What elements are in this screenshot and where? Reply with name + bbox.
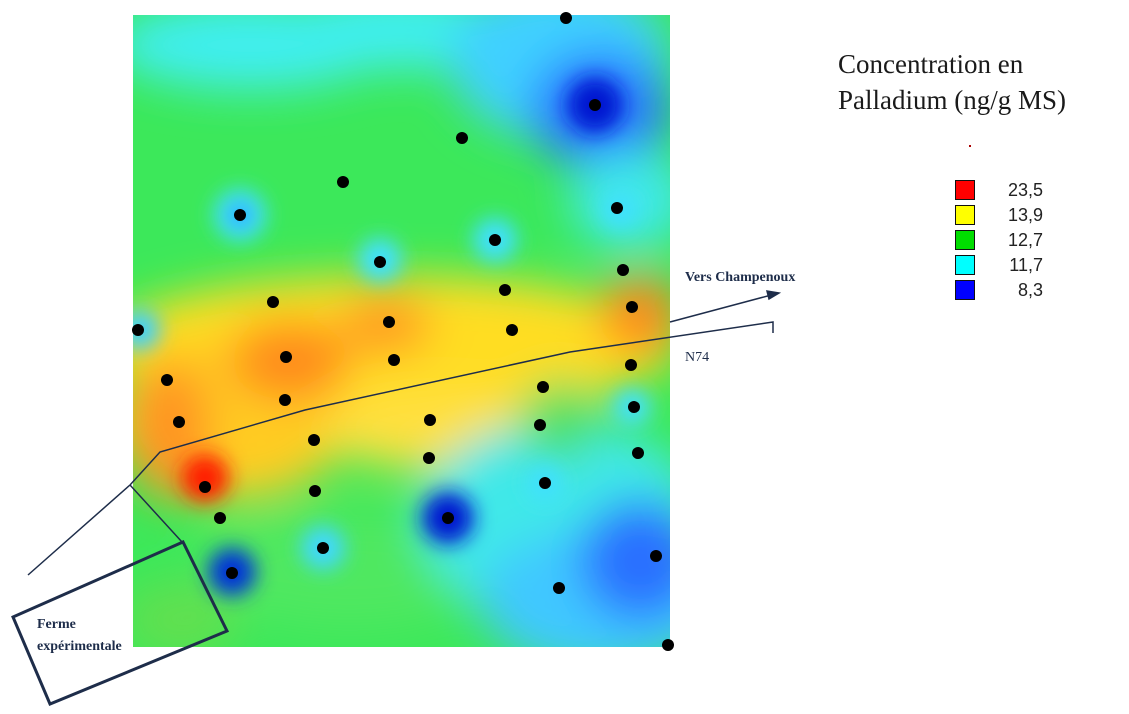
sample-point xyxy=(424,414,436,426)
farm-outline xyxy=(11,540,230,706)
sample-point xyxy=(632,447,644,459)
legend-title-line2: Palladium (ng/g MS) xyxy=(838,85,1066,115)
sample-point xyxy=(308,434,320,446)
sample-point xyxy=(423,452,435,464)
sample-point xyxy=(161,374,173,386)
sample-point xyxy=(337,176,349,188)
sample-points xyxy=(132,12,674,651)
legend-item: 8,3 xyxy=(955,278,1095,302)
sample-point xyxy=(279,394,291,406)
legend-item: 23,5 xyxy=(955,178,1095,202)
legend-marker-dot xyxy=(969,145,971,147)
sample-point xyxy=(214,512,226,524)
sample-point xyxy=(383,316,395,328)
sample-point xyxy=(234,209,246,221)
sample-point xyxy=(309,485,321,497)
sample-point xyxy=(317,542,329,554)
sample-point xyxy=(489,234,501,246)
n74-road xyxy=(27,290,782,576)
sample-point xyxy=(267,296,279,308)
legend-value: 13,9 xyxy=(1007,205,1043,225)
legend-value: 11,7 xyxy=(1009,255,1043,275)
sample-point xyxy=(226,567,238,579)
legend-swatch xyxy=(955,255,975,275)
sample-point xyxy=(537,381,549,393)
sample-point xyxy=(173,416,185,428)
sample-point xyxy=(199,481,211,493)
n74-label: N74 xyxy=(685,350,710,365)
legend-title: Concentration en Palladium (ng/g MS) xyxy=(838,46,1066,118)
sample-point xyxy=(280,351,292,363)
legend-swatch xyxy=(955,205,975,225)
legend-swatch xyxy=(955,230,975,250)
sample-point xyxy=(662,639,674,651)
sample-point xyxy=(506,324,518,336)
legend-value: 8,3 xyxy=(1017,280,1043,300)
sample-point xyxy=(374,256,386,268)
vers-champenoux-label: Vers Champenoux xyxy=(685,270,796,285)
legend-item: 13,9 xyxy=(955,203,1095,227)
sample-point xyxy=(553,582,565,594)
ferme-label-line1: Ferme xyxy=(37,617,76,632)
sample-point xyxy=(617,264,629,276)
concentration-heatmap xyxy=(133,15,670,647)
sample-point xyxy=(539,477,551,489)
sample-point xyxy=(589,99,601,111)
legend-value: 12,7 xyxy=(1007,230,1043,250)
sample-point xyxy=(625,359,637,371)
legend-value: 23,5 xyxy=(1007,180,1043,200)
legend-swatch xyxy=(955,280,975,300)
ferme-label-line2: expérimentale xyxy=(37,639,122,654)
sample-point xyxy=(611,202,623,214)
ferme-experimentale-label: Ferme expérimentale xyxy=(37,614,122,658)
sample-point xyxy=(388,354,400,366)
legend-item: 12,7 xyxy=(955,228,1095,252)
sample-point xyxy=(650,550,662,562)
sample-point xyxy=(560,12,572,24)
legend-swatch xyxy=(955,180,975,200)
sample-point xyxy=(456,132,468,144)
sample-point xyxy=(132,324,144,336)
sample-point xyxy=(442,512,454,524)
legend-title-line1: Concentration en xyxy=(838,49,1024,79)
sample-point xyxy=(628,401,640,413)
sample-point xyxy=(534,419,546,431)
sample-point xyxy=(499,284,511,296)
legend-item: 11,7 xyxy=(955,253,1095,277)
sample-point xyxy=(626,301,638,313)
